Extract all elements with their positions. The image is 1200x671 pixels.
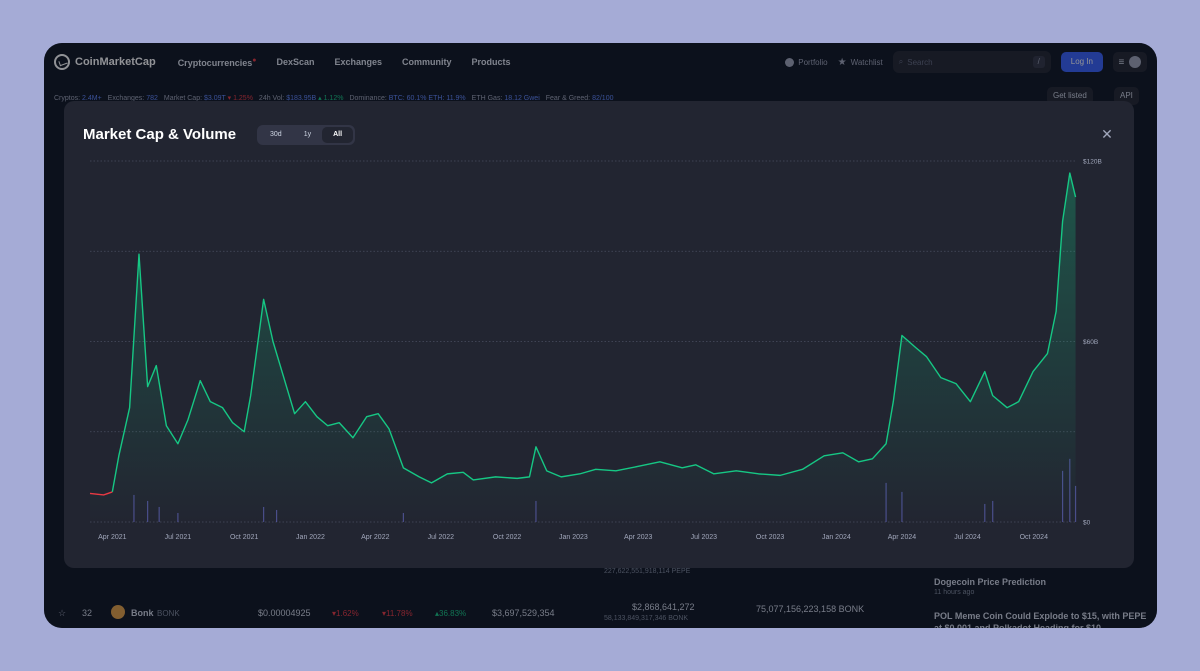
x-tick-label: Apr 2021: [98, 534, 127, 541]
stat-exchanges: Exchanges: 782: [107, 94, 158, 102]
x-tick-label: Oct 2023: [756, 534, 785, 541]
market-cap-line: [111, 172, 1077, 493]
x-tick-label: Oct 2022: [493, 534, 522, 541]
range-selector: 30d 1y All: [257, 125, 356, 145]
brand-name: CoinMarketCap: [75, 56, 156, 68]
y-tick-label: $120B: [1083, 159, 1102, 166]
nav-community[interactable]: Community: [402, 57, 452, 67]
nav-right: Portfolio ★ Watchlist ⌕ Search / Log In ≡: [785, 51, 1147, 73]
nav-products[interactable]: Products: [471, 57, 511, 67]
top-nav: CoinMarketCap Cryptocurrencies● DexScan …: [44, 43, 1157, 81]
api-button[interactable]: API: [1114, 87, 1139, 105]
row-7d: ▴36.83%: [435, 609, 467, 618]
row-volume-sub: 58,133,849,317,346 BONK: [604, 615, 689, 622]
row-rank: 32: [82, 608, 93, 618]
nav-cryptocurrencies[interactable]: Cryptocurrencies●: [177, 56, 257, 68]
row-star-icon[interactable]: ☆: [58, 608, 67, 618]
x-tick-label: Jul 2023: [691, 534, 718, 541]
x-tick-label: Jan 2024: [822, 534, 851, 541]
search-placeholder: Search: [907, 57, 933, 67]
row-price: $0.00004925: [258, 608, 311, 618]
nav-dexscan[interactable]: DexScan: [276, 57, 315, 67]
get-listed-button[interactable]: Get listed: [1047, 87, 1093, 105]
x-tick-label: Apr 2023: [624, 534, 653, 541]
row-mcap: $3,697,529,354: [492, 608, 555, 618]
y-tick-label: $60B: [1083, 339, 1098, 346]
range-1y[interactable]: 1y: [303, 131, 312, 138]
row-volume: $2,868,641,272: [632, 602, 695, 612]
news-item-2[interactable]: POL Meme Coin Could Explode to $15, with…: [934, 611, 1147, 628]
x-tick-label: Jan 2022: [296, 534, 325, 541]
row-24h: ▾11.78%: [382, 609, 413, 618]
hamburger-icon: ≡: [1118, 56, 1125, 68]
market-cap-volume-modal: $0 $60B $120B Apr 2021 Jul 2021 Oct 2021 Jan 2…: [64, 101, 1134, 568]
x-tick-label: Jul 2024: [954, 534, 981, 541]
market-cap-line-down: [89, 491, 113, 496]
search-shortcut: /: [1032, 56, 1045, 68]
range-30d[interactable]: 30d: [270, 131, 282, 138]
prev-row-volume-sub: 227,622,551,918,114 PEPE: [604, 568, 691, 575]
x-tick-label: Jul 2021: [165, 534, 192, 541]
cmc-logo-icon: [54, 54, 70, 70]
x-tick-label: Jan 2023: [559, 534, 588, 541]
pie-chart-icon: [785, 57, 795, 67]
avatar: [1129, 56, 1142, 68]
portfolio-link[interactable]: Portfolio: [785, 57, 828, 67]
x-tick-label: Oct 2021: [230, 534, 259, 541]
x-tick-label: Jul 2022: [428, 534, 455, 541]
market-cap-chart[interactable]: $0 $60B $120B Apr 2021 Jul 2021 Oct 2021 Jan 2…: [64, 101, 1134, 568]
row-1h: ▾1.62%: [332, 609, 359, 618]
stat-mcap: Market Cap: $3.09T ▾ 1.25%: [163, 95, 253, 102]
search-icon: ⌕: [898, 57, 904, 66]
row-supply: 75,077,156,223,158 BONK: [756, 604, 865, 614]
news-item-1-time: 11 hours ago: [934, 589, 975, 596]
news-item-1[interactable]: Dogecoin Price Prediction: [934, 577, 1047, 587]
x-tick-label: Apr 2024: [888, 534, 917, 541]
x-tick-label: Oct 2024: [1020, 534, 1049, 541]
watchlist-link[interactable]: ★ Watchlist: [837, 56, 883, 68]
stat-dominance: Dominance: BTC: 60.1% ETH: 11.9%: [349, 94, 466, 102]
nav-exchanges[interactable]: Exchanges: [334, 57, 383, 67]
login-button[interactable]: Log In: [1060, 52, 1103, 72]
modal-title: Market Cap & Volume: [83, 126, 237, 143]
row-name[interactable]: Bonk: [131, 608, 154, 618]
menu-button[interactable]: ≡: [1113, 52, 1147, 72]
brand-logo[interactable]: CoinMarketCap: [54, 54, 156, 70]
range-all[interactable]: All: [322, 127, 354, 143]
stat-gas: ETH Gas: 18.12 Gwei: [471, 94, 540, 102]
stat-fear-greed: Fear & Greed: 82/100: [545, 94, 614, 102]
search-input[interactable]: ⌕ Search /: [892, 51, 1051, 73]
stat-volume: 24h Vol: $183.95B ▴ 1.12%: [258, 95, 344, 102]
bonk-logo-icon: [111, 605, 125, 619]
market-cap-area: [90, 173, 1076, 522]
star-icon: ★: [837, 56, 847, 68]
y-tick-label: $0: [1083, 520, 1091, 527]
x-tick-label: Apr 2022: [361, 534, 390, 541]
row-symbol: BONK: [157, 609, 180, 618]
global-stats-bar: Cryptos: 2.4M+ Exchanges: 782 Market Cap…: [44, 91, 1157, 105]
close-icon[interactable]: ✕: [1101, 126, 1113, 142]
stat-cryptos: Cryptos: 2.4M+: [54, 94, 102, 102]
